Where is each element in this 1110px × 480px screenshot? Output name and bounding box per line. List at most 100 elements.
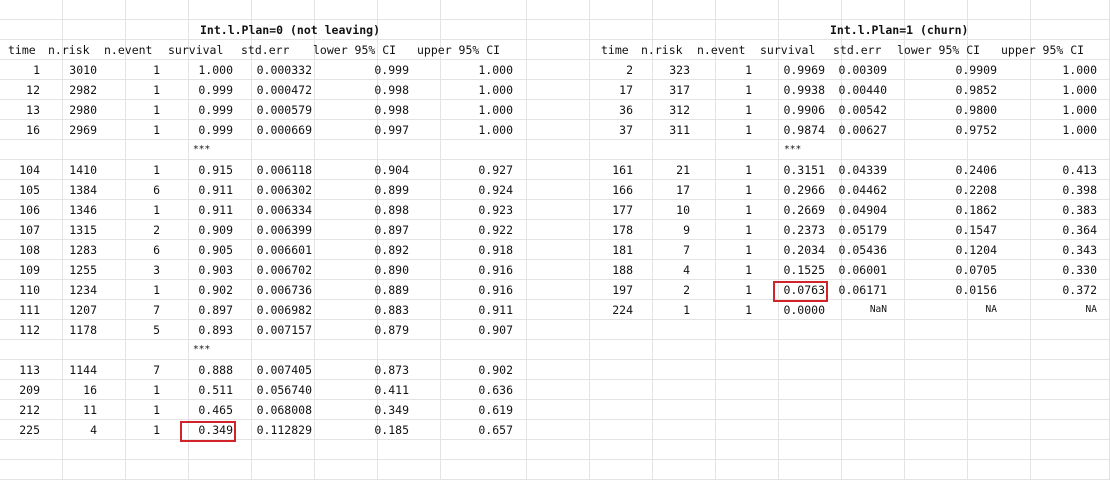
grid-cell[interactable] <box>1031 20 1110 40</box>
grid-cell[interactable] <box>968 300 1031 320</box>
grid-cell[interactable] <box>905 380 968 400</box>
grid-cell[interactable] <box>842 380 905 400</box>
grid-cell[interactable] <box>716 220 779 240</box>
grid-cell[interactable] <box>842 220 905 240</box>
grid-cell[interactable] <box>590 0 653 20</box>
grid-cell[interactable] <box>653 200 716 220</box>
grid-cell[interactable] <box>905 420 968 440</box>
grid-cell[interactable] <box>315 140 378 160</box>
grid-cell[interactable] <box>189 180 252 200</box>
grid-cell[interactable] <box>0 360 63 380</box>
grid-cell[interactable] <box>779 300 842 320</box>
grid-cell[interactable] <box>968 120 1031 140</box>
grid-cell[interactable] <box>905 0 968 20</box>
grid-cell[interactable] <box>189 200 252 220</box>
grid-cell[interactable] <box>126 420 189 440</box>
grid-cell[interactable] <box>842 20 905 40</box>
grid-cell[interactable] <box>441 420 527 440</box>
grid-cell[interactable] <box>441 140 527 160</box>
grid-cell[interactable] <box>527 280 590 300</box>
grid-cell[interactable] <box>315 180 378 200</box>
grid-cell[interactable] <box>252 440 315 460</box>
grid-cell[interactable] <box>189 340 252 360</box>
grid-cell[interactable] <box>441 340 527 360</box>
grid-cell[interactable] <box>1031 340 1110 360</box>
grid-cell[interactable] <box>842 460 905 480</box>
grid-cell[interactable] <box>716 380 779 400</box>
grid-cell[interactable] <box>189 160 252 180</box>
grid-cell[interactable] <box>590 380 653 400</box>
grid-cell[interactable] <box>63 360 126 380</box>
grid-cell[interactable] <box>441 220 527 240</box>
grid-cell[interactable] <box>968 360 1031 380</box>
grid-cell[interactable] <box>968 180 1031 200</box>
grid-cell[interactable] <box>527 120 590 140</box>
grid-cell[interactable] <box>1031 320 1110 340</box>
grid-cell[interactable] <box>252 400 315 420</box>
grid-cell[interactable] <box>905 40 968 60</box>
grid-cell[interactable] <box>126 380 189 400</box>
grid-cell[interactable] <box>779 0 842 20</box>
grid-cell[interactable] <box>63 260 126 280</box>
grid-cell[interactable] <box>716 200 779 220</box>
grid-cell[interactable] <box>63 460 126 480</box>
grid-cell[interactable] <box>63 280 126 300</box>
grid-cell[interactable] <box>126 220 189 240</box>
grid-cell[interactable] <box>716 100 779 120</box>
grid-cell[interactable] <box>842 400 905 420</box>
grid-cell[interactable] <box>441 240 527 260</box>
grid-cell[interactable] <box>189 120 252 140</box>
grid-cell[interactable] <box>378 20 441 40</box>
grid-cell[interactable] <box>653 160 716 180</box>
grid-cell[interactable] <box>842 420 905 440</box>
grid-cell[interactable] <box>126 100 189 120</box>
grid-cell[interactable] <box>252 220 315 240</box>
grid-cell[interactable] <box>252 460 315 480</box>
grid-cell[interactable] <box>63 320 126 340</box>
grid-cell[interactable] <box>968 320 1031 340</box>
grid-cell[interactable] <box>842 80 905 100</box>
grid-cell[interactable] <box>315 460 378 480</box>
grid-cell[interactable] <box>126 440 189 460</box>
grid-cell[interactable] <box>590 180 653 200</box>
grid-cell[interactable] <box>590 160 653 180</box>
grid-cell[interactable] <box>779 440 842 460</box>
grid-cell[interactable] <box>189 440 252 460</box>
grid-cell[interactable] <box>653 460 716 480</box>
grid-cell[interactable] <box>315 360 378 380</box>
grid-cell[interactable] <box>378 100 441 120</box>
grid-cell[interactable] <box>0 240 63 260</box>
grid-cell[interactable] <box>378 360 441 380</box>
grid-cell[interactable] <box>590 100 653 120</box>
grid-cell[interactable] <box>653 140 716 160</box>
grid-cell[interactable] <box>716 340 779 360</box>
grid-cell[interactable] <box>441 80 527 100</box>
grid-cell[interactable] <box>905 200 968 220</box>
grid-cell[interactable] <box>252 260 315 280</box>
grid-cell[interactable] <box>905 20 968 40</box>
grid-cell[interactable] <box>653 320 716 340</box>
grid-cell[interactable] <box>0 80 63 100</box>
grid-cell[interactable] <box>0 60 63 80</box>
grid-cell[interactable] <box>905 440 968 460</box>
grid-cell[interactable] <box>653 220 716 240</box>
grid-cell[interactable] <box>378 460 441 480</box>
grid-cell[interactable] <box>590 240 653 260</box>
grid-cell[interactable] <box>842 320 905 340</box>
grid-cell[interactable] <box>779 420 842 440</box>
grid-cell[interactable] <box>126 320 189 340</box>
grid-cell[interactable] <box>779 460 842 480</box>
grid-cell[interactable] <box>252 100 315 120</box>
grid-cell[interactable] <box>968 280 1031 300</box>
grid-cell[interactable] <box>968 240 1031 260</box>
grid-cell[interactable] <box>441 60 527 80</box>
grid-cell[interactable] <box>842 340 905 360</box>
grid-cell[interactable] <box>590 140 653 160</box>
grid-cell[interactable] <box>842 60 905 80</box>
grid-cell[interactable] <box>441 460 527 480</box>
grid-cell[interactable] <box>842 160 905 180</box>
grid-cell[interactable] <box>590 20 653 40</box>
grid-cell[interactable] <box>63 300 126 320</box>
grid-cell[interactable] <box>905 120 968 140</box>
grid-cell[interactable] <box>590 120 653 140</box>
